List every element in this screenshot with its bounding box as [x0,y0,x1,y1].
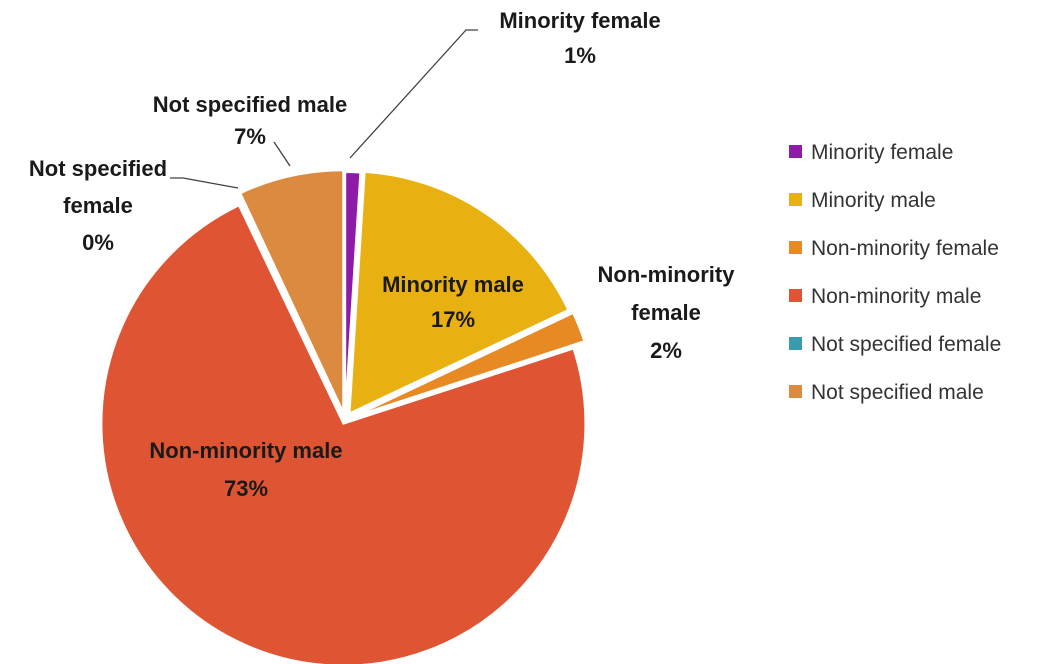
legend-label-minority-female: Minority female [811,141,953,164]
data-label-not-specified-male: Not specified male 7% [153,92,347,149]
pie-slice-non-minority-male [100,204,587,664]
leader-line-not-specified-male [273,141,291,167]
legend-label-non-minority-male: Non-minority male [811,285,981,308]
data-labels: Minority female 1% Minority male 17% Non-min… [29,8,735,501]
leader-lines [170,29,478,189]
legend-swatch-not-specified-female [789,337,802,350]
legend-label-not-specified-male: Not specified male [811,381,984,404]
legend-label-minority-male: Minority male [811,189,936,212]
legend-label-non-minority-female: Non-minority female [811,237,999,260]
legend: Minority female Minority male Non-minority… [789,141,1001,404]
pie-slice-not-specified-female [236,194,344,416]
pie-slices [100,169,587,664]
legend-swatch-non-minority-female [789,241,802,254]
legend-swatch-non-minority-male [789,289,802,302]
data-label-minority-male: Minority male 17% [382,272,524,332]
pie-slice-non-minority-female [353,311,586,418]
legend-swatch-minority-male [789,193,802,206]
legend-swatch-not-specified-male [789,385,802,398]
pie-slice-minority-female [344,171,362,415]
pie-slice-minority-male [348,170,570,416]
legend-label-not-specified-female: Not specified female [811,333,1001,356]
pie-slice-not-specified-male [238,169,345,413]
data-label-not-specified-female: Not specified female 0% [29,156,167,255]
leader-line-not-specified-female [170,177,239,189]
data-label-non-minority-female: Non-minority female 2% [598,262,736,363]
data-label-non-minority-male: Non-minority male 73% [149,438,342,501]
leader-line-minority-female [349,29,478,159]
data-label-minority-female: Minority female 1% [499,8,660,68]
legend-swatch-minority-female [789,145,802,158]
